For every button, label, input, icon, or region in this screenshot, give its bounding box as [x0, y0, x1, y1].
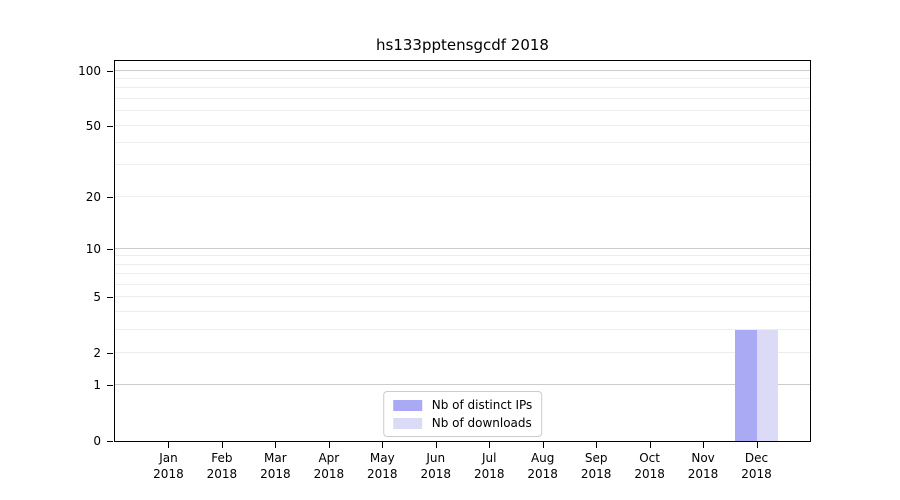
legend-item-nb-of-distinct-ips: Nb of distinct IPs	[392, 398, 533, 412]
legend-label-nb-of-downloads: Nb of downloads	[431, 416, 532, 430]
x-tick-label-dec-2018: Dec 2018	[741, 451, 772, 481]
gridline-minor-7	[115, 273, 810, 275]
x-tick-label-aug-2018: Aug 2018	[527, 451, 558, 481]
gridline-minor-5	[115, 296, 810, 298]
gridline-minor-40	[115, 142, 810, 144]
x-tick-mark-sep-2018	[596, 442, 598, 448]
x-tick-mark-dec-2018	[756, 442, 758, 448]
chart-title: hs133pptensgcdf 2018	[376, 36, 549, 54]
x-tick-label-jan-2018: Jan 2018	[153, 451, 184, 481]
bar-nb-of-downloads-dec-2018	[756, 329, 778, 441]
y-tick-mark-50	[107, 125, 113, 127]
gridline-minor-90	[115, 78, 810, 80]
y-tick-label-20: 20	[85, 189, 101, 204]
gridline-major-100	[115, 69, 810, 71]
x-tick-label-feb-2018: Feb 2018	[206, 451, 238, 481]
gridline-major-10	[115, 247, 810, 249]
gridline-minor-9	[115, 255, 810, 257]
y-tick-mark-2	[107, 352, 113, 354]
x-tick-label-may-2018: May 2018	[367, 451, 398, 481]
legend-label-nb-of-distinct-ips: Nb of distinct IPs	[431, 398, 533, 412]
y-tick-label-100: 100	[78, 63, 101, 78]
y-tick-label-2: 2	[93, 345, 101, 360]
x-tick-mark-oct-2018	[649, 442, 651, 448]
y-tick-mark-5	[107, 297, 113, 299]
bar-nb-of-distinct-ips-dec-2018	[735, 329, 757, 441]
y-tick-label-5: 5	[93, 290, 101, 305]
y-tick-label-0: 0	[93, 434, 101, 448]
y-tick-mark-20	[107, 196, 113, 198]
y-tick-label-50: 50	[85, 118, 101, 133]
gridline-minor-80	[115, 87, 810, 89]
x-tick-mark-may-2018	[382, 442, 384, 448]
gridline-minor-8	[115, 263, 810, 265]
x-tick-mark-jan-2018	[168, 442, 170, 448]
x-tick-mark-jul-2018	[489, 442, 491, 448]
x-tick-mark-feb-2018	[221, 442, 223, 448]
x-tick-label-sep-2018: Sep 2018	[580, 451, 612, 481]
gridline-minor-6	[115, 283, 810, 285]
gridline-minor-4	[115, 310, 810, 312]
gridline-minor-30	[115, 164, 810, 166]
x-tick-mark-nov-2018	[703, 442, 705, 448]
gridline-minor-60	[115, 110, 810, 112]
x-tick-label-mar-2018: Mar 2018	[260, 451, 291, 481]
x-tick-mark-aug-2018	[542, 442, 544, 448]
x-tick-label-jun-2018: Jun 2018	[420, 451, 452, 481]
gridline-minor-50	[115, 124, 810, 126]
legend: Nb of distinct IPs Nb of downloads	[382, 391, 543, 437]
legend-swatch-nb-of-distinct-ips	[392, 399, 422, 411]
gridline-minor-3	[115, 328, 810, 330]
y-tick-mark-0	[107, 441, 113, 442]
gridline-minor-20	[115, 195, 810, 197]
x-tick-label-apr-2018: Apr 2018	[313, 451, 345, 481]
y-tick-mark-10	[107, 248, 113, 250]
x-tick-label-oct-2018: Oct 2018	[634, 451, 665, 481]
plot-area: Nb of distinct IPs Nb of downloads	[114, 60, 811, 442]
gridline-major-1	[115, 384, 810, 386]
y-tick-mark-1	[107, 385, 113, 387]
y-tick-label-1: 1	[93, 378, 101, 393]
legend-swatch-nb-of-downloads	[392, 417, 422, 429]
x-tick-mark-mar-2018	[275, 442, 277, 448]
gridline-minor-70	[115, 98, 810, 99]
x-tick-label-jul-2018: Jul 2018	[473, 451, 505, 481]
y-tick-label-10: 10	[85, 241, 101, 256]
gridline-minor-2	[115, 351, 810, 353]
x-tick-label-nov-2018: Nov 2018	[687, 451, 719, 481]
legend-item-nb-of-downloads: Nb of downloads	[392, 416, 533, 430]
y-tick-mark-100	[107, 70, 113, 72]
x-tick-mark-apr-2018	[328, 442, 330, 448]
x-tick-mark-jun-2018	[435, 442, 437, 448]
